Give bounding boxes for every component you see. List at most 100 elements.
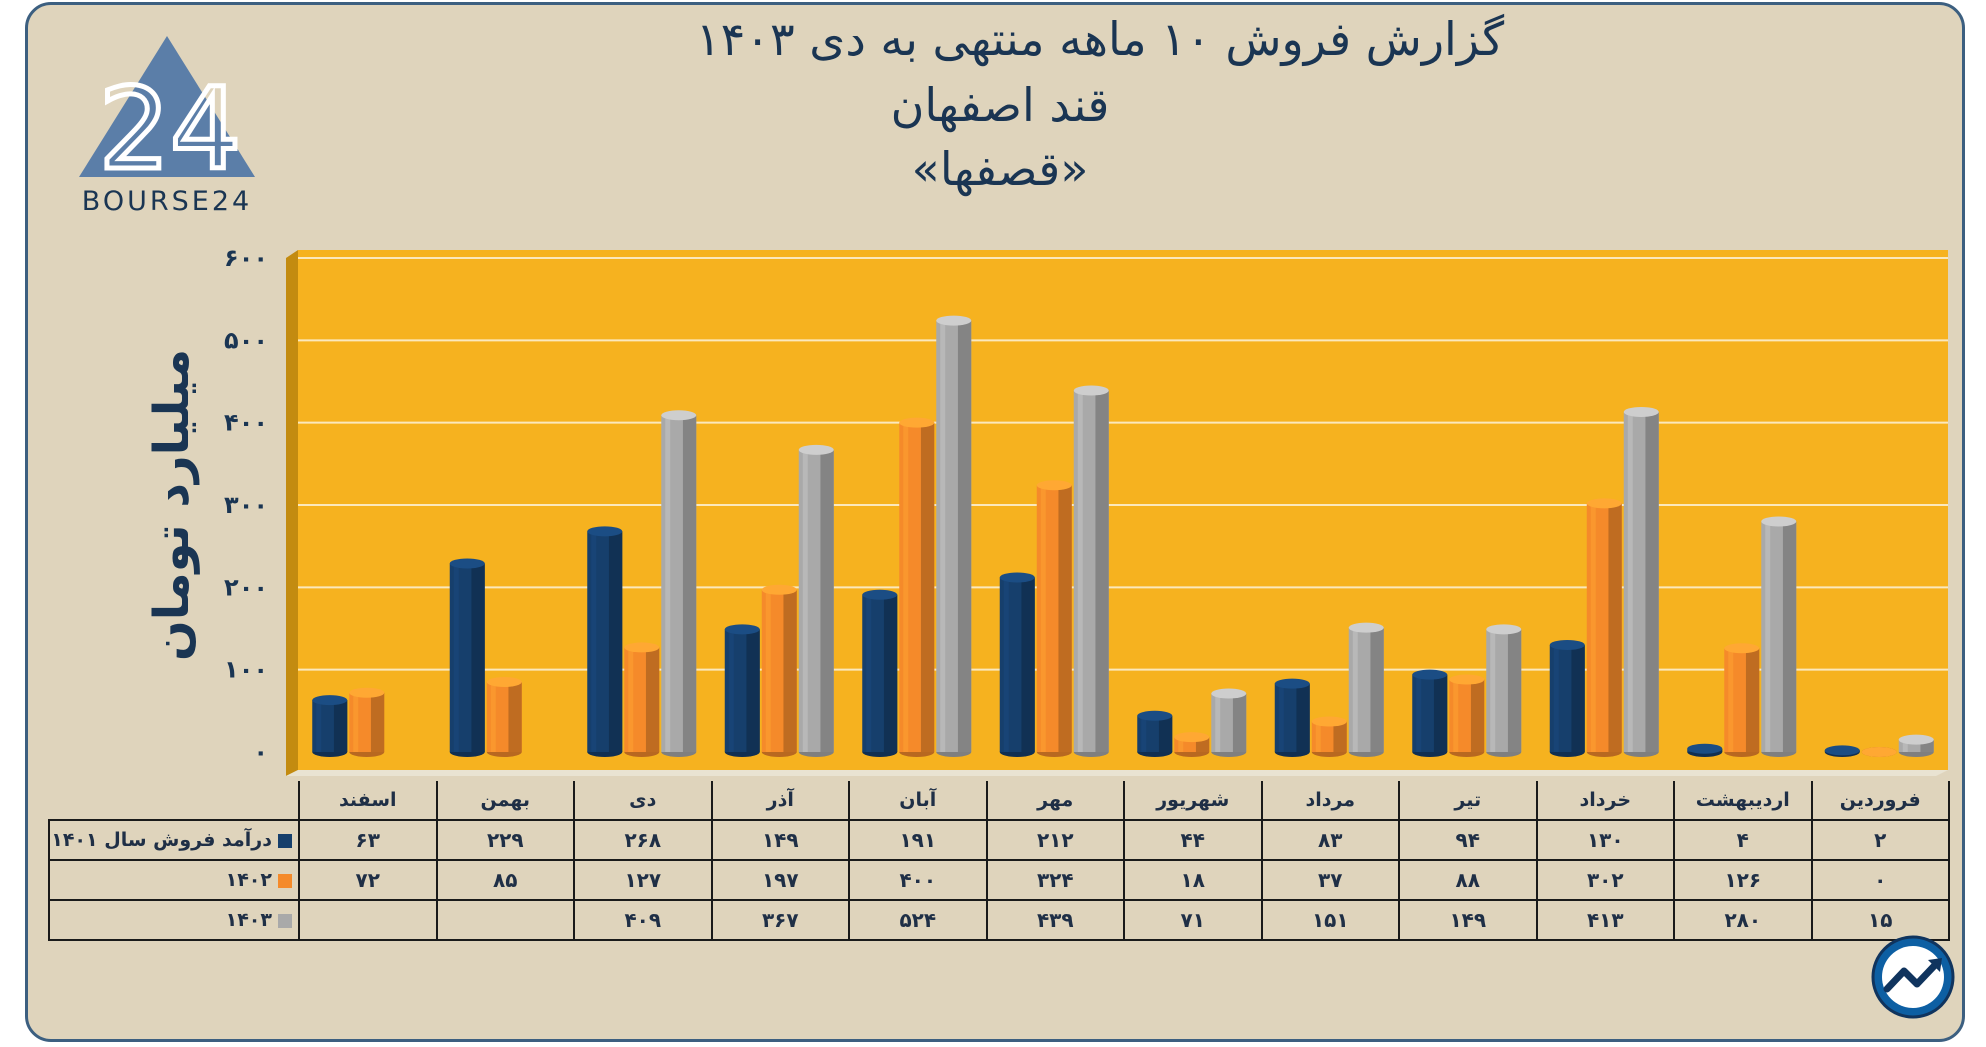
legend-entry: درآمد فروش سال ۱۴۰۱ [48, 819, 300, 861]
data-label: ۱۸ [1123, 859, 1263, 901]
legend-swatch [278, 833, 292, 848]
data-label: ۷۲ [298, 859, 438, 901]
bar [1449, 674, 1485, 757]
data-table: اسفند بهمن دی آذر آبان مهر شهریور مرداد تیر خرداد… [48, 781, 1950, 941]
data-label: ۲ [1810, 819, 1950, 861]
bar [1036, 480, 1072, 757]
bar [862, 589, 898, 757]
bar [899, 417, 935, 757]
bar [1412, 669, 1448, 757]
data-label: ۲۱۲ [985, 819, 1125, 861]
bar [661, 410, 697, 757]
bar [587, 526, 623, 757]
data-label: ۹۴ [1398, 819, 1538, 861]
bar [761, 584, 797, 757]
bar [1724, 643, 1760, 757]
x-tick-label: آذر [710, 781, 850, 821]
data-label: ۶۳ [298, 819, 438, 861]
y-tick-label: ۶۰۰ [224, 244, 268, 272]
bar [1824, 745, 1860, 757]
bar [312, 695, 348, 757]
bar [936, 315, 972, 757]
bar [999, 572, 1035, 757]
x-tick-label: فروردین [1810, 781, 1950, 821]
bar [486, 677, 522, 757]
bar [1274, 678, 1310, 757]
x-tick-label: مرداد [1260, 781, 1400, 821]
table-row: ۱۴۰۲ ۷۲ ۸۵ ۱۲۷ ۱۹۷ ۴۰۰ ۳۲۴ ۱۸ ۳۷ ۸۸ ۳۰۲ ۱۲۶ ۰ [48, 859, 1950, 901]
logo-mark: 24 [99, 65, 242, 195]
table-row: ۱۴۰۳ ۴۰۹ ۳۶۷ ۵۲۴ ۴۳۹ ۷۱ ۱۵۱ ۱۴۹ ۴۱۳ ۲۸۰ ۱۵ [48, 899, 1950, 941]
plot-floor [286, 770, 1948, 776]
bar [1623, 406, 1659, 757]
bar [1898, 734, 1934, 757]
data-label: ۴۰۹ [573, 899, 713, 941]
ticker-symbol: «قصفها» [911, 142, 1089, 196]
bar [349, 687, 385, 757]
triangle-logo-icon [79, 36, 255, 177]
trend-badge [1871, 935, 1955, 1019]
data-label: ۸۳ [1260, 819, 1400, 861]
bar [1486, 624, 1522, 757]
data-label: ۲۶۸ [573, 819, 713, 861]
data-label [435, 899, 575, 941]
bar [1687, 743, 1723, 757]
data-label: ۴۰۰ [848, 859, 988, 901]
bar [1549, 639, 1585, 757]
data-label: ۰ [1810, 859, 1950, 901]
data-label [298, 899, 438, 941]
company-name: قند اصفهان [890, 78, 1110, 132]
data-label: ۴۳۹ [985, 899, 1125, 941]
legend-label: درآمد فروش سال ۱۴۰۱ [51, 829, 272, 851]
y-axis-title: میلیارد تومان [144, 349, 200, 661]
bar [624, 642, 660, 757]
x-tick-label: تیر [1398, 781, 1538, 821]
bar [1586, 498, 1622, 757]
bar [1761, 516, 1797, 757]
bar [798, 444, 834, 757]
trend-arrow-icon [1883, 960, 1940, 993]
y-tick-label: ۲۰۰ [224, 573, 268, 601]
bourse24-logo: 24 BOURSE24 [79, 36, 255, 214]
bar [1861, 747, 1897, 757]
x-tick-label: بهمن [435, 781, 575, 821]
data-label: ۴۴ [1123, 819, 1263, 861]
y-tick-label: ۵۰۰ [224, 326, 268, 354]
data-label: ۱۹۷ [710, 859, 850, 901]
plot-area [298, 250, 1948, 770]
bar [1174, 732, 1210, 757]
table-row: درآمد فروش سال ۱۴۰۱ ۶۳ ۲۲۹ ۲۶۸ ۱۴۹ ۱۹۱ ۲۱۲ ۴۴ ۸۳… [48, 819, 1950, 861]
bar [1137, 710, 1173, 757]
data-label: ۱۲۶ [1673, 859, 1813, 901]
legend-label: ۱۴۰۳ [225, 909, 272, 931]
x-tick-label: شهریور [1123, 781, 1263, 821]
y-tick-label: ۴۰۰ [224, 409, 268, 437]
legend-entry: ۱۴۰۲ [48, 859, 300, 901]
data-label: ۱۴۹ [710, 819, 850, 861]
bar [1348, 622, 1384, 757]
legend-swatch [278, 913, 292, 928]
bar [1211, 688, 1247, 757]
data-label: ۷۱ [1123, 899, 1263, 941]
bar-chart: ۰ ۱۰۰ ۲۰۰ ۳۰۰ ۴۰۰ ۵۰۰ ۶۰۰ میلیارد تومان [144, 244, 1948, 776]
legend-entry: ۱۴۰۳ [48, 899, 300, 941]
bar [724, 624, 760, 757]
data-label: ۲۸۰ [1673, 899, 1813, 941]
data-label: ۱۲۷ [573, 859, 713, 901]
data-label: ۱۵ [1810, 899, 1950, 941]
x-tick-label: آبان [848, 781, 988, 821]
x-tick-label: اردیبهشت [1673, 781, 1813, 821]
data-label: ۳۷ [1260, 859, 1400, 901]
data-label: ۳۶۷ [710, 899, 850, 941]
table-corner [49, 781, 299, 820]
data-label: ۲۲۹ [435, 819, 575, 861]
legend-label: ۱۴۰۲ [225, 869, 272, 891]
bar [1073, 385, 1109, 757]
x-tick-label: خرداد [1535, 781, 1675, 821]
data-label: ۸۸ [1398, 859, 1538, 901]
bar [449, 558, 485, 757]
chart-title: گزارش فروش ۱۰ ماهه منتهی به دی ۱۴۰۳ [695, 12, 1505, 66]
data-label: ۵۲۴ [848, 899, 988, 941]
y-tick-label: ۱۰۰ [224, 656, 268, 684]
data-label: ۱۵۱ [1260, 899, 1400, 941]
